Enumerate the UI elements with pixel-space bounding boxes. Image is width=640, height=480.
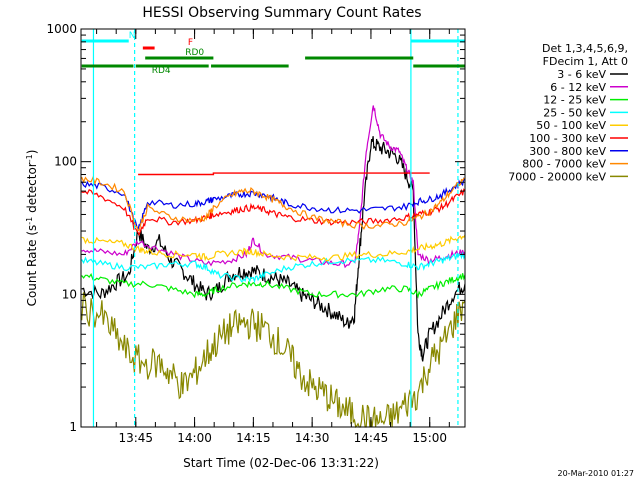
series-line-7 <box>81 177 466 232</box>
series-line-2 <box>81 105 466 269</box>
series-line-5 <box>81 234 466 262</box>
flag-label-f: F <box>188 38 193 48</box>
legend: Det 1,3,4,5,6,9,FDecim 1, Att 03 - 6 keV… <box>508 42 628 183</box>
legend-entry-label: 100 - 300 keV <box>529 132 606 145</box>
y-tick-label: 100 <box>54 155 77 169</box>
x-tick-label: 15:00 <box>412 431 447 445</box>
flag-label-rd4: RD4 <box>152 66 171 76</box>
legend-entry-label: 300 - 800 keV <box>529 145 606 158</box>
series-line-9 <box>81 292 466 429</box>
legend-entry-label: 25 - 50 keV <box>543 106 606 119</box>
legend-entry-label: 800 - 7000 keV <box>522 158 606 171</box>
legend-entry-label: 6 - 12 keV <box>550 81 606 94</box>
x-tick-label: 14:15 <box>236 431 271 445</box>
legend-entry-label: 50 - 100 keV <box>536 119 606 132</box>
y-tick-label: 10 <box>62 287 77 301</box>
series-line-4 <box>81 251 466 284</box>
x-axis-label: Start Time (02-Dec-06 13:31:22) <box>183 456 379 470</box>
generation-timestamp: 20-Mar-2010 01:27 <box>557 469 635 478</box>
series-line-3 <box>81 272 466 299</box>
series-line-1 <box>81 136 466 362</box>
x-tick-label: 14:30 <box>295 431 330 445</box>
legend-entry-label: 3 - 6 keV <box>557 68 606 81</box>
y-axis-label: Count Rate (s-1 detector-1) <box>25 150 40 307</box>
legend-header-line: Det 1,3,4,5,6,9, <box>542 42 628 55</box>
legend-entry-label: 7000 - 20000 keV <box>508 170 606 183</box>
x-tick-label: 14:00 <box>177 431 212 445</box>
legend-entry-label: 12 - 25 keV <box>543 94 606 107</box>
series-line-8 <box>81 175 466 232</box>
y-tick-label: 1000 <box>46 22 77 36</box>
x-tick-label: 13:45 <box>118 431 153 445</box>
red-level-line-1 <box>138 172 430 176</box>
flag-label-rd0: RD0 <box>185 48 204 58</box>
x-tick-label: 14:45 <box>354 431 389 445</box>
legend-header-line: FDecim 1, Att 0 <box>543 55 628 68</box>
chart-title: HESSI Observing Summary Count Rates <box>142 5 421 21</box>
flag-label-n: N <box>129 31 136 41</box>
y-tick-label: 1 <box>69 420 77 434</box>
